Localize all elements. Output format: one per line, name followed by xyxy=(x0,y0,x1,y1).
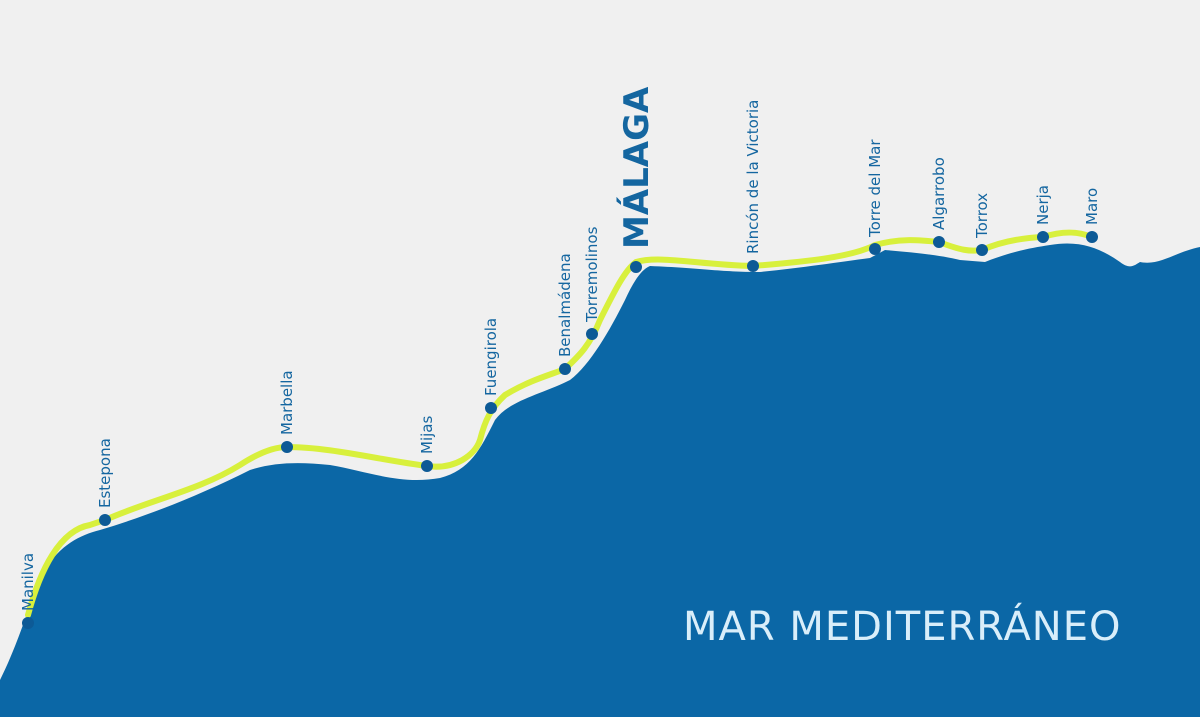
town-marker xyxy=(630,261,642,273)
town-marker xyxy=(559,363,571,375)
town-label: Rincón de la Victoria xyxy=(744,100,762,254)
town-label: MÁLAGA xyxy=(616,86,657,249)
town-marker xyxy=(281,441,293,453)
town-marker xyxy=(747,260,759,272)
town-marker xyxy=(421,460,433,472)
town-label: Benalmádena xyxy=(556,253,574,357)
town-label: Estepona xyxy=(96,438,114,508)
town-label: Torremolinos xyxy=(583,226,601,323)
town-label: Manilva xyxy=(19,553,37,611)
town-label: Torre del Mar xyxy=(866,139,884,238)
town-marker xyxy=(1037,231,1049,243)
town-label: Nerja xyxy=(1034,185,1052,225)
town-marker xyxy=(1086,231,1098,243)
town-label: Fuengirola xyxy=(482,318,500,396)
town-marker xyxy=(99,514,111,526)
town-label: Torrox xyxy=(973,193,991,239)
town-marker xyxy=(22,617,34,629)
town-marker xyxy=(933,236,945,248)
town-marker xyxy=(586,328,598,340)
town-marker xyxy=(869,243,881,255)
town-label: Algarrobo xyxy=(930,157,948,230)
sea xyxy=(0,243,1200,717)
sea-label: MAR MEDITERRÁNEO xyxy=(683,602,1121,650)
town-label: Marbella xyxy=(278,370,296,435)
town-label: Mijas xyxy=(418,416,436,454)
town-label: Maro xyxy=(1083,188,1101,225)
town-marker xyxy=(976,244,988,256)
town-marker xyxy=(485,402,497,414)
